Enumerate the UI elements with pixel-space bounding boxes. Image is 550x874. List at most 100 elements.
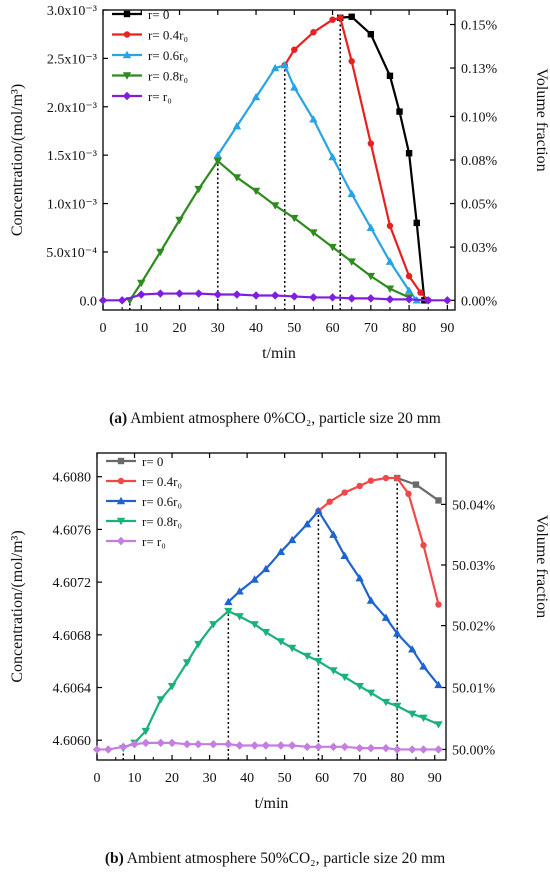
data-point <box>141 727 150 736</box>
series-line <box>317 476 440 605</box>
caption-text: Ambient atmosphere 50%CO₂, particle size… <box>124 850 445 867</box>
y-tick-label: 4.6060 <box>53 734 92 749</box>
series-line <box>122 610 439 750</box>
x-tick-label: 30 <box>203 771 217 786</box>
data-point <box>314 506 323 515</box>
data-point <box>381 698 391 707</box>
data-point <box>291 46 298 53</box>
data-point <box>340 551 349 559</box>
data-point <box>408 710 417 719</box>
data-point <box>250 575 259 583</box>
data-point <box>408 645 417 653</box>
x-tick-label: 60 <box>315 771 329 786</box>
data-point <box>98 296 108 305</box>
data-point <box>251 92 261 101</box>
data-point <box>355 683 364 691</box>
y-tick-label: 1.5x10⁻³ <box>47 149 97 164</box>
data-point <box>417 289 424 296</box>
data-point <box>435 497 442 504</box>
data-point <box>213 150 222 159</box>
data-point <box>434 680 443 689</box>
data-point <box>302 742 312 752</box>
data-point <box>329 742 338 752</box>
y2-tick-label: 50.02% <box>452 620 496 635</box>
x-tick-label: 70 <box>353 771 367 786</box>
data-point <box>224 607 233 616</box>
x-tick-label: 30 <box>211 321 225 336</box>
y2-tick-label: 50.04% <box>452 498 496 513</box>
data-point <box>276 547 286 556</box>
legend-marker <box>116 496 126 505</box>
data-point <box>328 293 337 302</box>
data-point <box>385 285 395 293</box>
data-point <box>424 296 433 305</box>
y-tick-label: 1.0x10⁻³ <box>47 198 97 213</box>
plot-frame <box>96 452 447 761</box>
y-tick-label: 3.0x10⁻³ <box>47 4 97 19</box>
y2-tick-label: 0.08% <box>461 154 498 169</box>
y-tick-label: 2.5x10⁻³ <box>47 52 97 67</box>
legend-label: r= 0 <box>148 7 169 22</box>
y-tick-label: 4.6064 <box>53 682 92 697</box>
data-point <box>194 739 203 749</box>
data-point <box>276 638 286 646</box>
data-point <box>309 229 318 237</box>
x-tick-label: 0 <box>100 321 107 336</box>
data-point <box>355 573 364 582</box>
data-point <box>280 60 289 69</box>
legend-label: r= 0.8r₀ <box>148 69 188 84</box>
legend-label: r= 0 <box>142 454 163 469</box>
data-point <box>408 745 417 754</box>
data-point <box>348 13 355 20</box>
data-point <box>290 292 299 301</box>
y-axis-label: Concentration/(mol/m³) <box>9 84 26 236</box>
data-point <box>366 223 376 231</box>
y-tick-label: 4.6072 <box>53 576 92 591</box>
y2-axis-label: Volume fraction <box>533 68 550 171</box>
legend-label: r= 0.8r₀ <box>142 514 182 529</box>
data-point <box>393 702 402 711</box>
series-1 <box>315 474 442 608</box>
data-point <box>393 745 402 754</box>
data-point <box>366 689 376 698</box>
data-point <box>250 741 259 750</box>
data-point <box>213 157 222 166</box>
y2-tick-label: 50.03% <box>452 559 496 574</box>
data-point <box>347 258 356 266</box>
data-point <box>314 742 323 752</box>
y2-tick-label: 0.15% <box>461 19 498 34</box>
data-point <box>366 294 376 303</box>
legend-marker <box>123 10 131 18</box>
data-point <box>405 490 412 498</box>
x-tick-label: 10 <box>134 321 148 336</box>
legend-marker <box>117 457 125 465</box>
legend-label: r= 0.4r₀ <box>142 474 182 489</box>
data-point <box>302 519 312 528</box>
data-point <box>329 667 338 675</box>
data-point <box>251 291 261 300</box>
y2-tick-label: 0.10% <box>461 110 498 125</box>
data-point <box>130 739 139 749</box>
legend-marker <box>122 91 132 101</box>
y2-tick-label: 50.00% <box>452 743 496 758</box>
data-point <box>224 739 233 749</box>
data-point <box>276 741 286 750</box>
data-point <box>420 542 427 549</box>
data-point <box>310 29 317 36</box>
data-point <box>341 489 348 496</box>
data-point <box>92 745 102 754</box>
data-point <box>340 742 349 752</box>
legend-label: r= 0.4r₀ <box>148 28 188 43</box>
data-point <box>314 657 323 666</box>
x-tick-label: 80 <box>390 771 404 786</box>
data-point <box>117 296 127 305</box>
x-tick-label: 50 <box>287 321 301 336</box>
data-point <box>329 16 336 23</box>
data-point <box>404 286 414 294</box>
legend-marker <box>122 72 132 80</box>
data-point <box>366 272 376 281</box>
data-point <box>386 72 394 80</box>
data-point <box>232 121 242 130</box>
x-tick-label: 10 <box>128 771 142 786</box>
